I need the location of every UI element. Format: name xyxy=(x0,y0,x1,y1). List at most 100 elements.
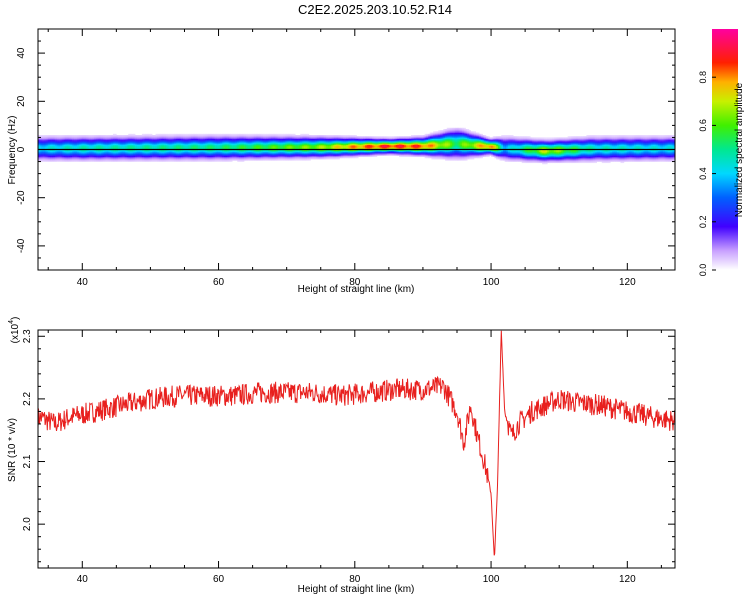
heat-cell xyxy=(291,136,294,138)
heat-cell xyxy=(240,144,243,147)
heat-cell xyxy=(327,150,330,153)
heat-cell xyxy=(433,131,436,133)
heat-cell xyxy=(56,145,59,148)
heat-cell xyxy=(216,150,219,153)
heat-cell xyxy=(138,149,141,152)
heat-cell xyxy=(310,157,313,160)
heat-cell xyxy=(405,147,408,149)
heat-cell xyxy=(261,156,264,159)
heat-cell xyxy=(305,156,308,159)
heat-cell xyxy=(135,139,138,142)
heat-cell xyxy=(240,147,243,149)
heat-cell xyxy=(177,151,180,154)
heat-cell xyxy=(157,160,160,162)
heat-cell xyxy=(189,138,192,141)
heat-cell xyxy=(237,144,240,147)
heat-cell xyxy=(346,156,349,159)
heat-cell xyxy=(39,156,42,159)
heat-cell xyxy=(329,151,332,154)
heat-cell xyxy=(315,147,318,149)
heat-cell xyxy=(431,142,434,144)
heat-cell xyxy=(131,150,134,153)
heat-cell xyxy=(250,145,253,148)
heat-cell xyxy=(162,136,165,138)
heat-cell xyxy=(141,154,144,156)
heat-cell xyxy=(124,150,127,153)
heat-cell xyxy=(204,156,207,159)
heat-cell xyxy=(89,154,92,156)
heat-cell xyxy=(414,151,417,154)
heat-cell xyxy=(313,151,316,154)
heat-cell xyxy=(256,155,259,158)
heat-cell xyxy=(75,147,78,149)
heat-cell xyxy=(158,156,161,159)
heat-cell xyxy=(235,151,238,154)
heat-cell xyxy=(60,151,63,154)
heat-cell xyxy=(269,137,272,139)
heat-cell xyxy=(390,149,393,152)
heat-cell xyxy=(250,159,253,161)
heat-cell xyxy=(399,143,402,145)
heat-cell xyxy=(245,143,248,145)
heat-cell xyxy=(177,137,180,139)
heat-cell xyxy=(55,144,58,147)
heat-cell xyxy=(334,156,337,159)
heat-cell xyxy=(104,142,107,144)
heat-cell xyxy=(184,153,187,155)
heat-cell xyxy=(433,143,436,145)
heat-cell xyxy=(101,153,104,155)
heat-cell xyxy=(119,142,122,144)
heat-cell xyxy=(227,136,230,138)
heat-cell xyxy=(370,151,373,154)
heat-cell xyxy=(46,147,49,149)
heat-cell xyxy=(87,135,90,137)
heat-cell xyxy=(347,150,350,153)
heat-cell xyxy=(157,145,160,148)
heat-cell xyxy=(194,133,197,136)
heat-cell xyxy=(160,159,163,161)
heat-cell xyxy=(114,133,117,136)
heat-cell xyxy=(354,153,357,155)
heat-cell xyxy=(211,136,214,138)
heat-cell xyxy=(89,149,92,152)
heat-cell xyxy=(284,156,287,159)
heat-cell xyxy=(233,135,236,137)
heat-cell xyxy=(298,135,301,137)
heat-cell xyxy=(143,150,146,153)
heat-cell xyxy=(416,143,419,145)
heat-cell xyxy=(199,157,202,160)
heat-cell xyxy=(365,150,368,153)
heat-cell xyxy=(99,155,102,158)
heat-cell xyxy=(426,141,429,143)
heat-cell xyxy=(298,155,301,158)
heat-cell xyxy=(395,144,398,147)
heat-cell xyxy=(89,135,92,137)
heat-cell xyxy=(249,133,252,136)
heat-cell xyxy=(295,144,298,147)
heat-cell xyxy=(107,150,110,153)
heat-cell xyxy=(143,139,146,142)
heat-cell xyxy=(412,147,415,149)
heat-cell xyxy=(95,138,98,141)
heat-cell xyxy=(278,135,281,137)
heat-cell xyxy=(213,145,216,148)
heat-cell xyxy=(111,153,114,155)
heat-cell xyxy=(99,144,102,147)
heat-cell xyxy=(417,144,420,147)
heat-cell xyxy=(322,145,325,148)
heat-cell xyxy=(278,154,281,156)
heat-cell xyxy=(278,151,281,154)
heat-cell xyxy=(225,149,228,152)
heat-cell xyxy=(419,155,422,158)
heat-cell xyxy=(305,159,308,161)
heat-cell xyxy=(147,133,150,136)
heat-cell xyxy=(412,135,415,137)
heat-cell xyxy=(269,147,272,149)
heat-cell xyxy=(55,145,58,148)
heat-cell xyxy=(313,147,316,149)
heat-cell xyxy=(230,138,233,141)
heat-cell xyxy=(85,137,88,139)
heat-cell xyxy=(121,138,124,141)
heat-cell xyxy=(383,149,386,152)
heat-cell xyxy=(73,154,76,156)
